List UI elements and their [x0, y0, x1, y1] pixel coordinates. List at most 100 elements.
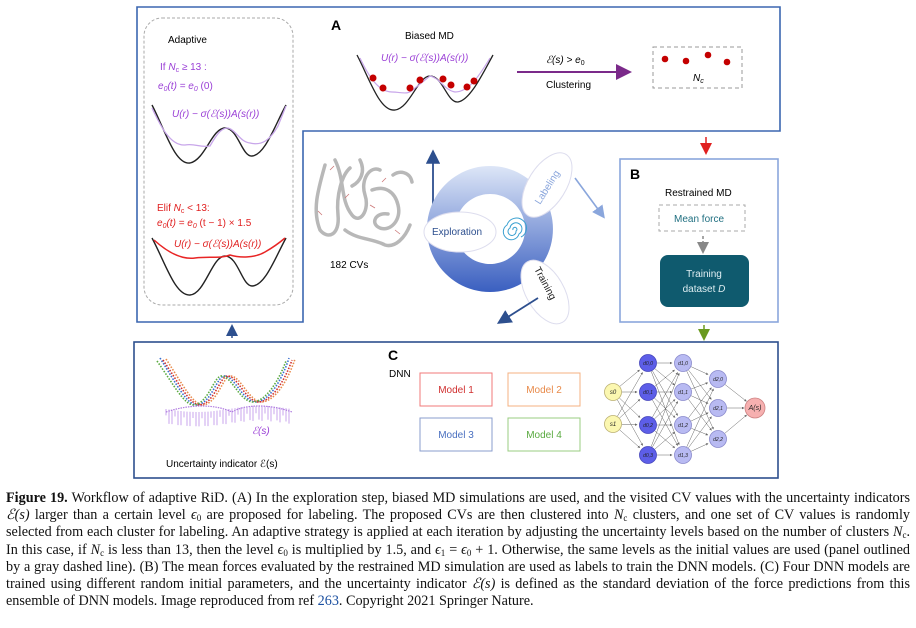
caption-n: N — [892, 524, 903, 541]
biased-curve-elif — [153, 237, 286, 259]
network-edge — [688, 387, 712, 418]
mean-force-box — [658, 204, 746, 232]
caption-text: is less than 13, then the level — [104, 541, 278, 558]
caption-n: N — [90, 541, 101, 558]
caption-subscript: 1 — [440, 547, 446, 558]
caption-text: = — [445, 541, 462, 558]
network-node — [639, 446, 657, 464]
model-3-box — [419, 417, 493, 452]
panel-a-frame — [136, 6, 781, 323]
caption-epsilon: ϵ — [435, 541, 441, 558]
network-edge — [652, 401, 678, 448]
model-2-box — [507, 372, 581, 407]
network-node-label: d0,0 — [643, 361, 653, 367]
elif-rule: e0(t) = e0 (t − 1) × 1.5 — [157, 218, 252, 230]
network-node — [639, 416, 657, 434]
ensemble-curve — [156, 360, 287, 406]
panel-c-label: C — [388, 347, 398, 363]
caption-subscript: c — [100, 547, 105, 558]
restrained-md-title: Restrained MD — [665, 188, 732, 199]
ensemble-prediction-curves — [156, 357, 296, 406]
uncertainty-threshold: ℰ(s) > e0 — [546, 55, 585, 67]
model-3-label: Model 3 — [438, 430, 474, 441]
ensemble-curve — [159, 357, 290, 406]
mean-force-label: Mean force — [674, 214, 724, 225]
caption-subscript: 0 — [283, 547, 288, 558]
network-edge — [654, 368, 675, 386]
caption-text: Workflow of adaptive RiD. (A) In the exp… — [67, 490, 910, 506]
network-edge — [690, 412, 709, 422]
caption-text: larger than a certain level — [29, 507, 192, 524]
network-node — [604, 415, 622, 433]
neural-network-diagram: s0 s1 d0,0 d0,1 d0,2 d0,3 d1,0 d1,1 d1,2 d1,3 d2,0… — [604, 354, 766, 464]
caption-epsilon: ϵ — [277, 541, 284, 558]
network-node-label: s1 — [610, 422, 616, 428]
uncertainty-symbol: ℰ(s) — [252, 426, 270, 437]
model-2-label: Model 2 — [526, 385, 562, 396]
network-node — [709, 430, 727, 448]
network-edge — [654, 399, 676, 420]
network-edge — [691, 382, 709, 390]
network-node-label: d2,0 — [713, 377, 723, 383]
workflow-figure: A Adaptive If Nc ≥ 13 : e0(t) = e0 (0) U… — [133, 6, 781, 479]
biased-md-formula: U(r) − σ(ℰ(s))A(s(r)) — [381, 53, 468, 64]
ensemble-curve — [165, 358, 296, 406]
caption-subscript: c — [623, 513, 628, 524]
caption-label: Figure 19. — [6, 490, 68, 506]
network-node — [674, 383, 692, 401]
network-edge — [686, 371, 714, 430]
network-edge — [654, 397, 676, 418]
cluster-points — [661, 51, 731, 66]
caption-text: + 1. Otherwise, the same levels as the i… — [6, 541, 910, 593]
network-edge — [650, 372, 680, 447]
caption-epsilon: ϵ — [461, 541, 467, 558]
network-edge — [654, 431, 676, 450]
network-edge — [619, 397, 641, 418]
network-edge — [688, 369, 712, 400]
dnn-label: DNN — [389, 369, 411, 380]
reference-link[interactable]: 263 — [317, 593, 339, 610]
protein-structure — [314, 158, 414, 248]
network-node-label: d1,0 — [678, 361, 688, 367]
biased-formula-if: U(r) − σ(ℰ(s))A(s(r)) — [172, 109, 259, 120]
network-edge — [691, 443, 709, 452]
clusters-box — [652, 46, 743, 89]
network-edge — [619, 429, 641, 449]
model-1-box — [419, 372, 493, 407]
network-node-label: d0,3 — [643, 453, 653, 459]
network-node — [674, 354, 692, 372]
network-node — [639, 354, 657, 372]
training-dataset-line2: dataset D — [683, 284, 726, 295]
caption-uncertainty-symbol: ℰ(s) — [6, 507, 30, 524]
training-arrow — [496, 297, 539, 324]
biased-md-title: Biased MD — [405, 31, 454, 42]
network-node — [744, 397, 766, 419]
network-node — [709, 399, 727, 417]
network-node-label: A(s) — [748, 405, 762, 412]
elif-condition: Elif Nc < 13: — [157, 203, 210, 215]
network-edge — [724, 384, 747, 402]
clusters-count-label: Nc — [693, 73, 704, 85]
uncertainty-caption: Uncertainty indicator ℰ(s) — [166, 459, 278, 470]
labeling-petal — [521, 152, 573, 218]
exploration-petal — [423, 211, 497, 253]
training-dataset-box — [660, 255, 749, 307]
network-edge — [617, 372, 643, 417]
network-edge — [691, 428, 709, 436]
caption-uncertainty-symbol: ℰ(s) — [471, 576, 496, 593]
training-dataset-line1: Training — [686, 269, 722, 280]
network-node-label: d2,1 — [713, 406, 723, 412]
caption-text: . In this case, if — [6, 524, 910, 558]
network-node — [604, 383, 622, 401]
caption-subscript: 0 — [196, 513, 202, 524]
network-edge — [652, 399, 678, 446]
spiral-icon — [502, 217, 528, 241]
network-edge — [688, 416, 712, 448]
labeling-arrow — [574, 177, 605, 219]
network-node — [674, 446, 692, 464]
caption-subscript: c — [902, 530, 907, 541]
network-node-label: d1,2 — [678, 423, 688, 429]
network-node — [674, 416, 692, 434]
network-node-label: d0,2 — [643, 423, 653, 429]
if-rule: e0(t) = e0 (0) — [158, 81, 213, 93]
